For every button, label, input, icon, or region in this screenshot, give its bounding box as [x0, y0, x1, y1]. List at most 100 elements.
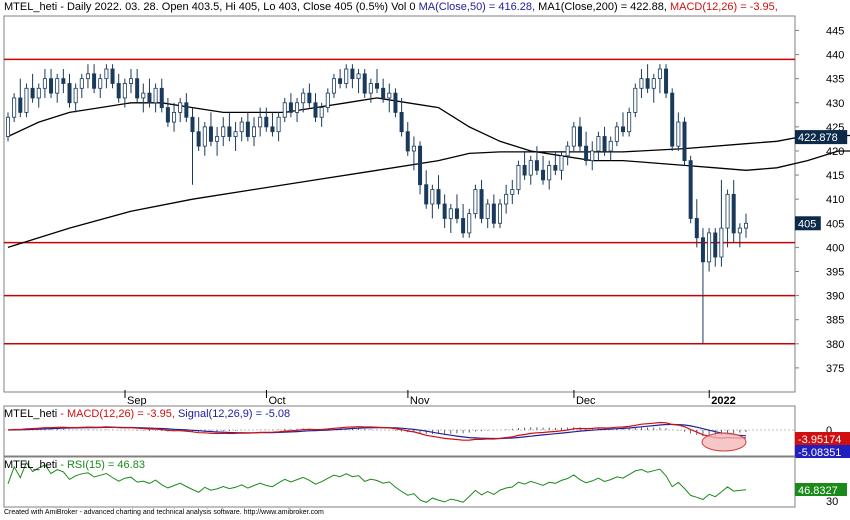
- footer-credit: Created with AmiBroker - advanced charti…: [4, 509, 324, 516]
- candle-body: [251, 126, 256, 137]
- price-header-ma50: MA(Close,50) = 416.28,: [418, 1, 539, 13]
- signal-value-label: -5.08351: [795, 445, 850, 459]
- candle-body: [510, 189, 515, 195]
- candle: [737, 223, 742, 248]
- candle: [233, 122, 238, 151]
- candle-body: [227, 126, 232, 137]
- candle-body: [276, 116, 281, 133]
- y-tick-label: 445: [826, 25, 844, 37]
- x-tick-label: 2022: [711, 395, 735, 407]
- candle-body: [190, 116, 195, 133]
- candle: [664, 64, 669, 98]
- candle-body: [295, 102, 300, 113]
- candle-body: [344, 68, 349, 84]
- candle: [516, 160, 521, 195]
- candle-body: [73, 87, 78, 104]
- value-label-text: 405: [798, 218, 816, 230]
- candle-body: [700, 237, 705, 263]
- candle: [584, 131, 589, 166]
- candle: [731, 179, 736, 243]
- candle-body: [682, 121, 687, 162]
- candle-body: [36, 87, 41, 99]
- candle-body: [208, 126, 213, 142]
- candle-body: [645, 78, 650, 89]
- candle: [344, 64, 349, 89]
- candle: [215, 126, 220, 156]
- candle-body: [215, 136, 220, 142]
- value-label-box: [795, 130, 848, 145]
- candle-body: [147, 92, 152, 104]
- candle: [621, 112, 626, 137]
- rsi-pane-frame: [3, 456, 796, 508]
- price-header-ohlc: - Daily 2022. 03. 28. Open 403.5, Hi 405…: [57, 1, 419, 13]
- candle-body: [325, 92, 330, 108]
- candle-body: [350, 68, 355, 80]
- candle: [147, 78, 152, 108]
- candle: [251, 117, 256, 147]
- candle-body: [381, 87, 386, 99]
- value-label-text: 46.8327: [798, 485, 838, 497]
- candle: [670, 88, 675, 151]
- candle-body: [67, 83, 72, 104]
- candle: [85, 64, 90, 89]
- candle-body: [85, 73, 90, 80]
- candle: [368, 78, 373, 103]
- candle-body: [639, 78, 644, 89]
- candle-body: [534, 160, 539, 171]
- candle: [491, 194, 496, 229]
- candle-body: [116, 83, 121, 99]
- candle-body: [651, 78, 656, 89]
- candle-body: [627, 112, 632, 133]
- candle: [153, 83, 158, 113]
- candle-body: [411, 145, 416, 152]
- candle: [24, 83, 29, 118]
- candle: [522, 150, 527, 180]
- rsi-value-label: 46.8327: [795, 483, 847, 497]
- candle-body: [614, 126, 619, 142]
- candle-body: [473, 189, 478, 215]
- candle: [596, 131, 601, 161]
- candle: [577, 117, 582, 151]
- candle: [700, 228, 705, 344]
- y-tick-label: 410: [826, 194, 844, 206]
- candle: [448, 204, 453, 233]
- candle-body: [522, 165, 527, 176]
- candle: [338, 69, 343, 89]
- macd-pane-frame: [3, 405, 796, 457]
- candle: [319, 102, 324, 127]
- candle-body: [688, 160, 693, 219]
- candle: [454, 194, 459, 224]
- candle-body: [165, 107, 170, 123]
- value-label-text: -5.08351: [798, 447, 841, 459]
- candle: [541, 155, 546, 185]
- candle-body: [12, 97, 17, 118]
- candle: [190, 107, 195, 185]
- candle-body: [504, 193, 509, 205]
- candle: [565, 141, 570, 166]
- candle-body: [424, 184, 429, 205]
- value-label-box: [795, 432, 850, 445]
- candle: [288, 93, 293, 118]
- y-tick-label: 430: [826, 98, 844, 110]
- candle-body: [24, 87, 29, 113]
- candle-body: [731, 193, 736, 234]
- candle: [547, 160, 552, 190]
- candle: [6, 112, 11, 142]
- candle: [393, 88, 398, 118]
- candle: [172, 102, 177, 132]
- rsi-header-value: - RSI(15) = 46.83: [57, 459, 145, 471]
- candle: [264, 107, 269, 132]
- candle: [18, 78, 23, 118]
- candle-body: [418, 145, 423, 186]
- candle: [725, 189, 730, 248]
- candle: [159, 78, 164, 113]
- candle: [387, 83, 392, 113]
- value-label-text: -3.95174: [798, 434, 841, 446]
- candle: [307, 83, 312, 108]
- candle: [614, 122, 619, 147]
- candle: [239, 117, 244, 142]
- candle-body: [184, 102, 189, 118]
- candle-body: [122, 83, 127, 99]
- x-tick-label: Dec: [576, 395, 596, 407]
